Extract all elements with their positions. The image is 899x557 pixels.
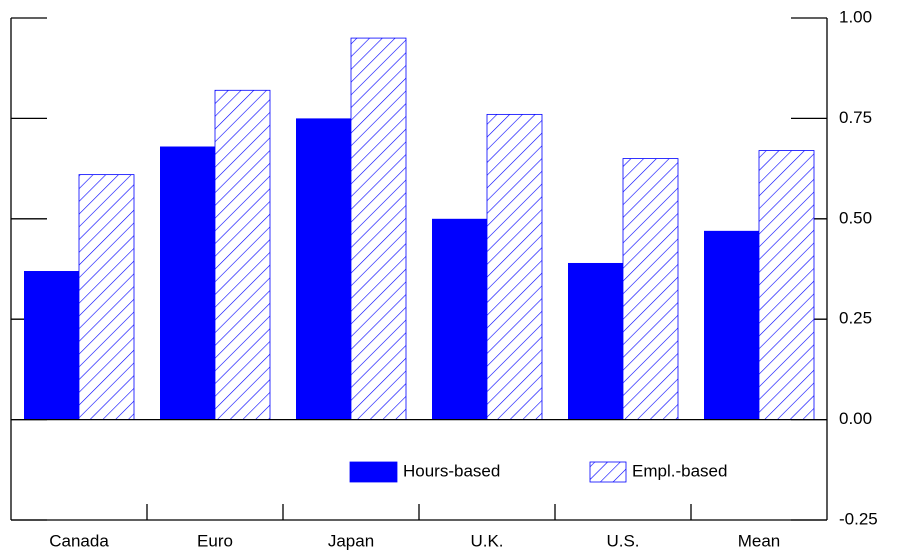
legend-swatch xyxy=(589,461,627,483)
y-tick-label: 1.00 xyxy=(839,7,872,26)
y-tick-label: 0.75 xyxy=(839,108,872,127)
legend-swatch xyxy=(349,461,398,483)
bar xyxy=(78,174,135,420)
bar xyxy=(568,262,623,420)
bar xyxy=(24,271,79,420)
y-tick-label: 0.00 xyxy=(839,409,872,428)
bar xyxy=(622,158,679,421)
bar xyxy=(296,118,351,420)
x-tick-label: Euro xyxy=(197,531,233,550)
bar xyxy=(486,113,543,421)
bar xyxy=(160,146,215,420)
bar xyxy=(432,218,487,420)
bar xyxy=(704,230,759,420)
legend-label: Empl.-based xyxy=(632,461,727,480)
x-tick-label: U.K. xyxy=(470,531,503,550)
x-tick-label: Japan xyxy=(328,531,374,550)
bar xyxy=(758,150,815,420)
x-tick-label: U.S. xyxy=(606,531,639,550)
legend-label: Hours-based xyxy=(403,461,500,480)
y-tick-label: -0.25 xyxy=(839,509,878,528)
y-tick-label: 0.50 xyxy=(839,208,872,227)
x-tick-label: Mean xyxy=(738,531,781,550)
bar xyxy=(350,37,407,420)
y-tick-label: 0.25 xyxy=(839,309,872,328)
bar xyxy=(214,89,271,421)
x-tick-label: Canada xyxy=(49,531,109,550)
